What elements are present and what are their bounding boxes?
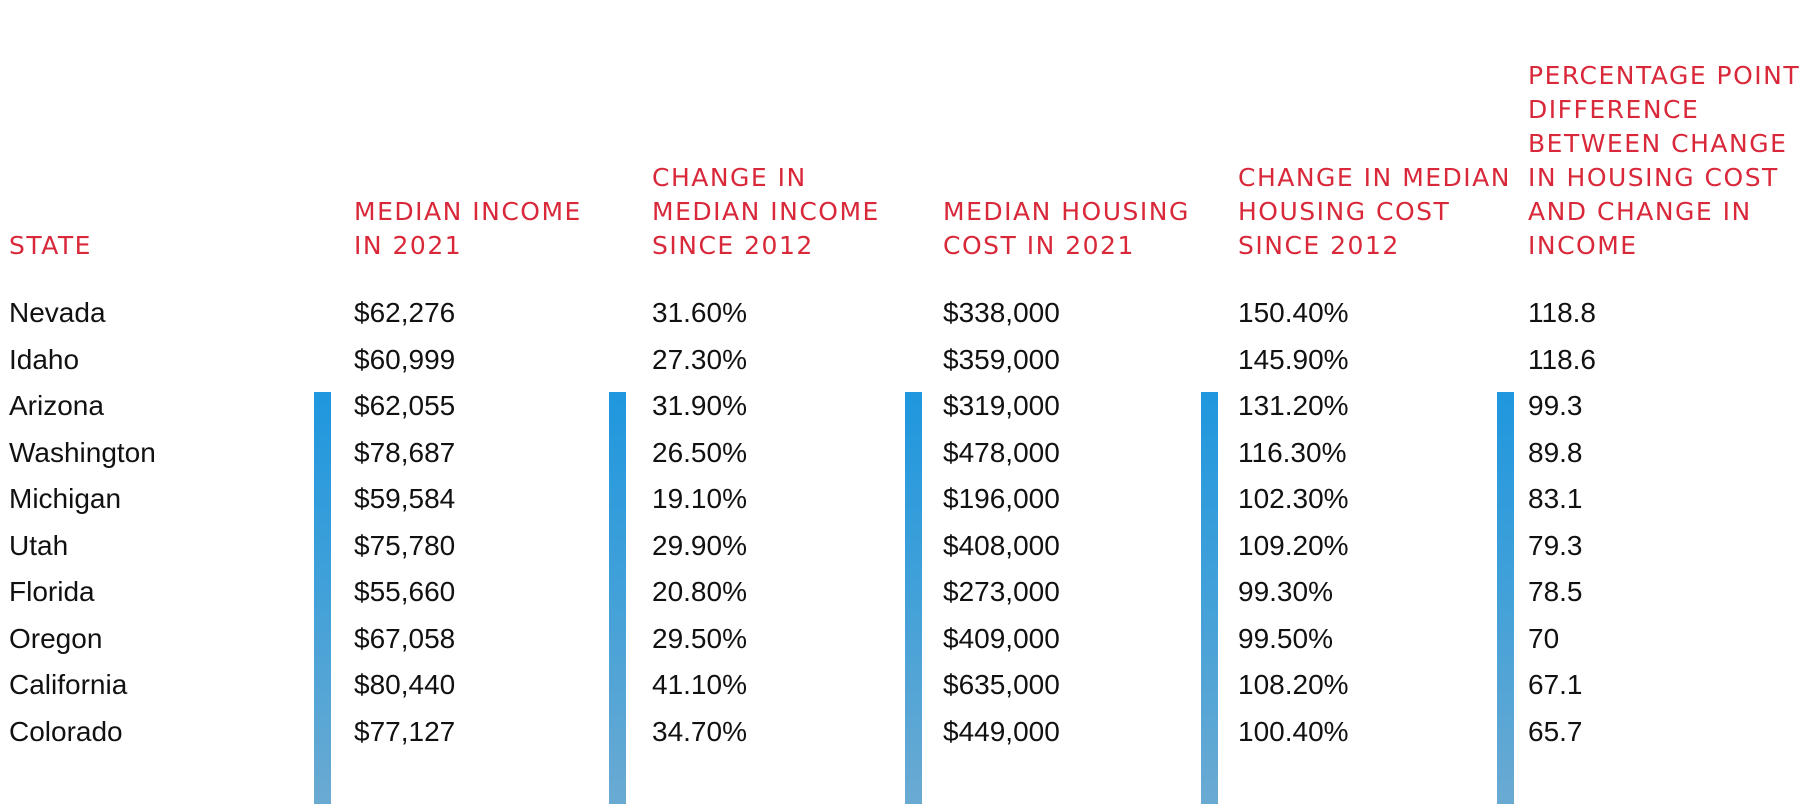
table-cell-median-housing-2021: $635,000	[943, 669, 1060, 700]
table-cell-housing-change: 100.40%	[1238, 715, 1349, 747]
table-cell-median-income-2021: $67,058	[354, 622, 456, 654]
table-cell-income-change: 31.60%	[652, 297, 747, 328]
table-cell-housing-change: 102.30%	[1238, 483, 1349, 514]
table-cell-median-income-2021: $78,687	[354, 436, 456, 468]
table-cell-income-change: 27.30%	[652, 343, 747, 375]
table-cell-median-income-2021: $75,780	[354, 529, 456, 561]
table-cell-point-difference: 99.3	[1528, 390, 1583, 421]
table-cell-median-income-2021: $59,584	[354, 483, 456, 514]
table-cell-point-difference: 78.5	[1528, 576, 1583, 607]
table-cell-median-housing-2021: $409,000	[943, 622, 1060, 654]
table-cell-income-change: 34.70%	[652, 715, 747, 747]
table-cell-housing-change: 116.30%	[1238, 436, 1347, 468]
column-divider-bar	[609, 392, 626, 804]
state-name-cell: Oregon	[9, 622, 103, 654]
state-name-cell: Nevada	[9, 297, 106, 328]
table-cell-median-housing-2021: $449,000	[943, 715, 1060, 747]
table-cell-income-change: 26.50%	[652, 436, 747, 468]
table-cell-median-income-2021: $60,999	[354, 343, 456, 375]
table-cell-median-income-2021: $80,440	[354, 669, 456, 700]
table-cell-median-housing-2021: $338,000	[943, 297, 1060, 328]
state-name-cell: Utah	[9, 529, 69, 561]
table-cell-point-difference: 65.7	[1528, 715, 1583, 747]
table-cell-median-housing-2021: $273,000	[943, 576, 1060, 607]
state-name-cell: Idaho	[9, 343, 80, 375]
table-cell-median-housing-2021: $196,000	[943, 483, 1060, 514]
table-cell-median-income-2021: $77,127	[354, 715, 456, 747]
table-cell-income-change: 41.10%	[652, 669, 747, 700]
table-cell-median-income-2021: $62,276	[354, 297, 456, 328]
table-cell-median-housing-2021: $319,000	[943, 390, 1060, 421]
state-name-cell: Arizona	[9, 390, 104, 421]
state-name-cell: Michigan	[9, 483, 122, 514]
column-divider-bar	[1201, 392, 1218, 804]
table-cell-median-housing-2021: $408,000	[943, 529, 1060, 561]
table-cell-median-housing-2021: $359,000	[943, 343, 1060, 375]
column-header-median-housing-2021: MEDIAN HOUSING COST IN 2021	[943, 197, 1190, 260]
table-cell-point-difference: 67.1	[1528, 669, 1583, 700]
state-name-cell: Colorado	[9, 715, 123, 747]
table-cell-income-change: 19.10%	[652, 483, 747, 514]
column-header-housing-change: CHANGE IN MEDIAN HOUSING COST SINCE 2012	[1238, 163, 1511, 260]
table-cell-income-change: 29.50%	[652, 622, 747, 654]
table-cell-point-difference: 89.8	[1528, 436, 1583, 468]
table-cell-point-difference: 79.3	[1528, 529, 1583, 561]
table-cell-point-difference: 83.1	[1528, 483, 1583, 514]
table-cell-income-change: 29.90%	[652, 529, 747, 561]
table-cell-housing-change: 131.20%	[1238, 390, 1349, 421]
table-cell-housing-change: 99.50%	[1238, 622, 1333, 654]
table-cell-housing-change: 99.30%	[1238, 576, 1333, 607]
column-header-income-change: CHANGE IN MEDIAN INCOME SINCE 2012	[652, 163, 880, 260]
column-divider-bar	[1497, 392, 1514, 804]
table-cell-income-change: 31.90%	[652, 390, 747, 421]
table-cell-housing-change: 150.40%	[1238, 297, 1349, 328]
column-header-state: STATE	[9, 231, 92, 260]
table-cell-housing-change: 109.20%	[1238, 529, 1349, 561]
table-cell-point-difference: 118.8	[1528, 297, 1596, 328]
table-cell-point-difference: 118.6	[1528, 343, 1596, 375]
column-header-point-difference: PERCENTAGE POINT DIFFERENCE BETWEEN CHAN…	[1528, 61, 1801, 260]
state-name-cell: Washington	[9, 436, 156, 468]
table-cell-median-housing-2021: $478,000	[943, 436, 1060, 468]
table-cell-housing-change: 145.90%	[1238, 343, 1349, 375]
table-cell-median-income-2021: $55,660	[354, 576, 456, 607]
table-cell-income-change: 20.80%	[652, 576, 747, 607]
table-cell-housing-change: 108.20%	[1238, 669, 1349, 700]
column-divider-bar	[314, 392, 331, 804]
table-cell-median-income-2021: $62,055	[354, 390, 456, 421]
state-name-cell: Florida	[9, 576, 95, 607]
column-header-median-income-2021: MEDIAN INCOME IN 2021	[354, 197, 582, 260]
table-cell-point-difference: 70	[1528, 622, 1560, 654]
column-divider-bar	[905, 392, 922, 804]
state-name-cell: California	[9, 669, 128, 700]
